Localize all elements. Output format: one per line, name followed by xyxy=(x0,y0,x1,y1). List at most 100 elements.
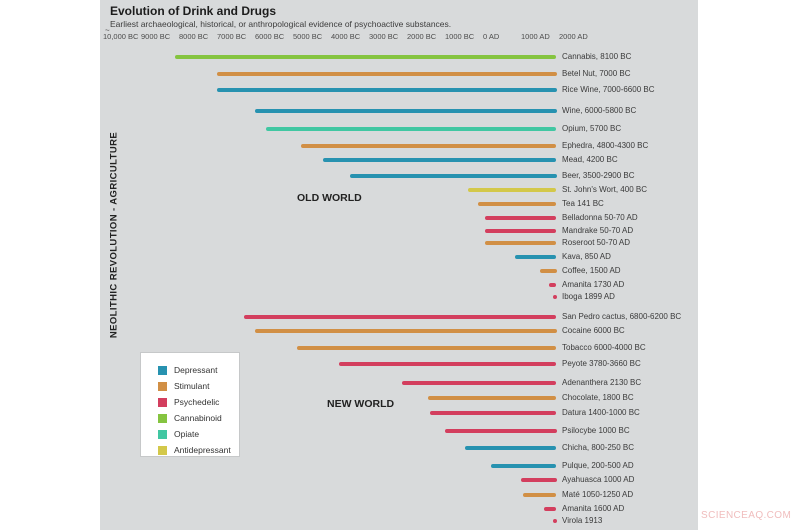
timeline-bar xyxy=(484,241,557,245)
timeline-bar xyxy=(266,127,557,131)
legend-label: Stimulant xyxy=(174,381,210,391)
legend-label: Depressant xyxy=(174,365,218,375)
legend-swatch xyxy=(158,365,167,375)
axis-tick-label: 4000 BC xyxy=(331,32,361,41)
bar-label: Amanita 1600 AD xyxy=(562,504,625,513)
bar-label: Datura 1400-1000 BC xyxy=(562,408,640,417)
bar-label: Cannabis, 8100 BC xyxy=(562,52,632,61)
timeline-bar xyxy=(467,188,557,192)
watermark: SCIENCEAQ.COM xyxy=(701,510,792,521)
legend-swatch xyxy=(158,381,167,391)
bar-label: Tea 141 BC xyxy=(562,199,604,208)
legend-label: Cannabinoid xyxy=(174,413,222,423)
axis-tick-label: 1000 AD xyxy=(521,32,550,41)
bar-label: Coffee, 1500 AD xyxy=(562,266,621,275)
axis-tick-label: 2000 AD xyxy=(559,32,588,41)
timeline-bar xyxy=(217,88,557,92)
timeline-bar xyxy=(350,174,557,178)
legend-item: Opiate xyxy=(141,426,239,442)
timeline-bar xyxy=(445,429,557,433)
bar-label: Roseroot 50-70 AD xyxy=(562,238,631,247)
bar-label: Chicha, 800-250 BC xyxy=(562,443,635,452)
bar-label: San Pedro cactus, 6800-6200 BC xyxy=(562,312,682,321)
legend-label: Psychedelic xyxy=(174,397,220,407)
new-world-label: NEW WORLD xyxy=(327,398,395,410)
bar-label: Ephedra, 4800-4300 BC xyxy=(562,141,649,150)
bar-label: Beer, 3500-2900 BC xyxy=(562,171,635,180)
timeline-bar xyxy=(540,269,557,273)
timeline-bar xyxy=(552,519,557,523)
timeline-bar xyxy=(484,229,557,233)
timeline-bar xyxy=(464,446,557,450)
bar-label: Chocolate, 1800 BC xyxy=(562,393,634,402)
timeline-bar xyxy=(339,362,557,366)
axis-tick-label: 9000 BC xyxy=(141,32,171,41)
legend-swatch xyxy=(158,429,167,439)
bar-label: Pulque, 200-500 AD xyxy=(562,461,634,470)
legend-item: Depressant xyxy=(141,362,239,378)
y-axis-label: NEOLITHIC REVOLUTION - AGRICULTURE xyxy=(108,131,120,339)
legend-swatch xyxy=(158,397,167,407)
bar-label: Wine, 6000-5800 BC xyxy=(562,106,637,115)
bar-label: Tobacco 6000-4000 BC xyxy=(562,343,646,352)
bar-label: Mandrake 50-70 AD xyxy=(562,226,634,235)
axis-tick-label: 6000 BC xyxy=(255,32,285,41)
axis-tick-label: 5000 BC xyxy=(293,32,323,41)
bar-label: Maté 1050-1250 AD xyxy=(562,490,634,499)
bar-label: Iboga 1899 AD xyxy=(562,292,615,301)
timeline-bar xyxy=(490,464,557,468)
timeline-bar xyxy=(552,295,557,299)
axis-tick-label: 8000 BC xyxy=(179,32,209,41)
axis-tick-label: 10,000 BC xyxy=(103,32,139,41)
axis-tick-label: 1000 BC xyxy=(445,32,475,41)
timeline-bar xyxy=(323,158,557,162)
timeline-bar xyxy=(255,109,557,113)
old-world-label: OLD WORLD xyxy=(297,192,362,204)
bar-label: Rice Wine, 7000-6600 BC xyxy=(562,85,655,94)
bar-label: Mead, 4200 BC xyxy=(562,155,618,164)
bar-label: St. John's Wort, 400 BC xyxy=(562,185,647,194)
timeline-bar xyxy=(255,329,557,333)
legend-swatch xyxy=(158,445,167,455)
timeline-bar xyxy=(300,144,557,148)
timeline-bar xyxy=(217,72,557,76)
timeline-bar xyxy=(477,202,557,206)
axis-tick-label: 0 AD xyxy=(483,32,500,41)
timeline-bar xyxy=(175,55,557,59)
legend-item: Cannabinoid xyxy=(141,410,239,426)
bar-label: Betel Nut, 7000 BC xyxy=(562,69,631,78)
bar-label: Opium, 5700 BC xyxy=(562,124,622,133)
bar-label: Belladonna 50-70 AD xyxy=(562,213,638,222)
chart-subtitle: Earliest archaeological, historical, or … xyxy=(110,19,452,29)
bar-label: Adenanthera 2130 BC xyxy=(562,378,642,387)
timeline-bar xyxy=(296,346,557,350)
bar-label: Psilocybe 1000 BC xyxy=(562,426,630,435)
legend-item: Stimulant xyxy=(141,378,239,394)
timeline-bar xyxy=(548,283,557,287)
axis-tick-label: 2000 BC xyxy=(407,32,437,41)
legend-item: Antidepressant xyxy=(141,442,239,458)
axis-approx-mark: ~ xyxy=(105,26,110,35)
timeline-bar xyxy=(427,396,557,400)
legend-label: Opiate xyxy=(174,429,200,439)
timeline-bar xyxy=(521,478,557,482)
legend-item: Psychedelic xyxy=(141,394,239,410)
timeline-bar xyxy=(484,216,557,220)
bar-label: Peyote 3780-3660 BC xyxy=(562,359,641,368)
axis-tick-label: 3000 BC xyxy=(369,32,399,41)
timeline-bar xyxy=(515,255,557,259)
axis-tick-label: 7000 BC xyxy=(217,32,247,41)
bar-label: Kava, 850 AD xyxy=(562,252,611,261)
bar-label: Ayahuasca 1000 AD xyxy=(562,475,635,484)
legend-label: Antidepressant xyxy=(174,445,231,455)
bar-label: Amanita 1730 AD xyxy=(562,280,625,289)
legend-box: Depressant Stimulant Psychedelic Cannabinoi… xyxy=(140,352,240,457)
timeline-bar xyxy=(243,315,557,319)
timeline-bar xyxy=(522,493,557,497)
legend-swatch xyxy=(158,413,167,423)
timeline-bar xyxy=(543,507,557,511)
timeline-bar xyxy=(429,411,557,415)
chart-title: Evolution of Drink and Drugs xyxy=(110,4,277,18)
timeline-bar xyxy=(402,381,557,385)
